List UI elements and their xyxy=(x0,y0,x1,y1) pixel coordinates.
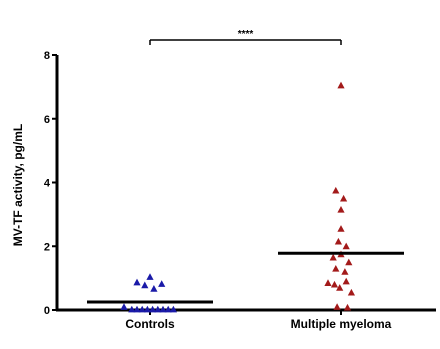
point-0-8 xyxy=(164,305,172,313)
point-1-3 xyxy=(337,205,345,213)
significance-bracket: **** xyxy=(149,29,342,45)
point-0-1 xyxy=(128,305,136,313)
y-axis-title: MV-TF activity, pg/mL xyxy=(11,124,25,246)
point-1-17 xyxy=(333,303,341,310)
y-tick-label-8: 8 xyxy=(44,50,50,62)
point-0-6 xyxy=(154,305,162,313)
point-0-10 xyxy=(133,278,141,286)
point-1-7 xyxy=(329,253,337,261)
category-label-1: Multiple myeloma xyxy=(291,317,392,331)
point-1-4 xyxy=(337,225,345,232)
point-0-4 xyxy=(143,305,151,313)
point-0-11 xyxy=(141,281,149,289)
point-0-5 xyxy=(149,305,157,313)
category-labels: Controls Multiple myeloma xyxy=(125,310,392,331)
point-1-10 xyxy=(332,264,340,272)
y-tick-label-2: 2 xyxy=(44,241,50,253)
point-0-3 xyxy=(138,305,146,313)
y-tick-label-6: 6 xyxy=(44,114,50,126)
point-1-13 xyxy=(330,280,339,288)
y-ticks: 0 2 4 6 8 xyxy=(44,50,57,317)
axes xyxy=(55,55,436,312)
point-1-15 xyxy=(342,277,350,285)
point-0-14 xyxy=(158,280,166,287)
point-0-12 xyxy=(146,273,154,280)
point-1-14 xyxy=(336,284,344,291)
point-1-11 xyxy=(341,268,349,275)
point-1-5 xyxy=(334,237,342,245)
y-tick-label-4: 4 xyxy=(44,178,51,190)
point-1-6 xyxy=(342,242,350,250)
point-0-13 xyxy=(150,285,158,292)
mean-lines xyxy=(87,251,404,304)
point-1-18 xyxy=(343,303,352,311)
sig-label: **** xyxy=(238,29,254,40)
point-1-9 xyxy=(345,258,353,266)
point-1-0 xyxy=(337,81,345,89)
point-0-0 xyxy=(120,303,128,310)
point-1-16 xyxy=(347,288,355,296)
point-1-2 xyxy=(340,194,348,202)
y-tick-label-0: 0 xyxy=(44,305,50,317)
point-0-2 xyxy=(133,305,141,313)
point-0-9 xyxy=(169,305,177,313)
category-label-0: Controls xyxy=(125,317,175,331)
point-1-12 xyxy=(324,279,332,286)
data-points xyxy=(120,81,355,313)
point-0-7 xyxy=(159,305,167,313)
point-1-1 xyxy=(332,186,340,194)
